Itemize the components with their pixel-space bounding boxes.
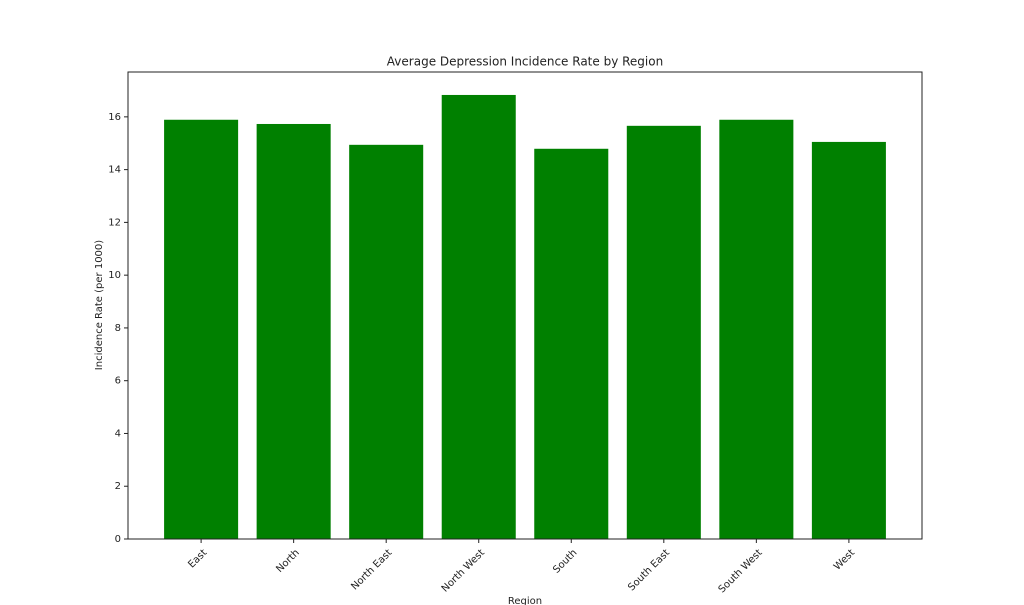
y-tick-label: 10	[108, 270, 121, 281]
chart-title: Average Depression Incidence Rate by Reg…	[387, 55, 663, 69]
x-tick-label: South	[551, 547, 579, 575]
x-tick-label: North	[274, 547, 302, 575]
x-tick-label: South West	[717, 547, 765, 595]
y-axis-label: Incidence Rate (per 1000)	[94, 240, 105, 370]
x-tick-label: South East	[626, 547, 672, 593]
bar	[349, 144, 424, 539]
y-tick-label: 8	[115, 323, 121, 334]
x-tick-label: North West	[440, 547, 487, 594]
y-tick-label: 14	[108, 165, 121, 176]
y-tick-label: 6	[115, 376, 121, 387]
bar	[626, 125, 701, 539]
y-tick-label: 4	[115, 428, 121, 439]
x-tick-label: North East	[349, 547, 394, 592]
x-tick-label: East	[186, 547, 209, 570]
y-tick-label: 12	[108, 217, 121, 228]
bar	[256, 123, 331, 539]
bar	[811, 141, 886, 539]
x-axis-label: Region	[508, 596, 542, 605]
bar	[534, 148, 609, 540]
plot-frame	[127, 71, 923, 540]
bar	[164, 119, 239, 539]
y-tick-label: 2	[115, 481, 121, 492]
y-tick-label: 0	[115, 534, 121, 545]
y-tick-label: 16	[108, 112, 121, 123]
bar	[441, 94, 516, 540]
bar	[719, 119, 794, 539]
x-tick-label: West	[832, 547, 857, 572]
